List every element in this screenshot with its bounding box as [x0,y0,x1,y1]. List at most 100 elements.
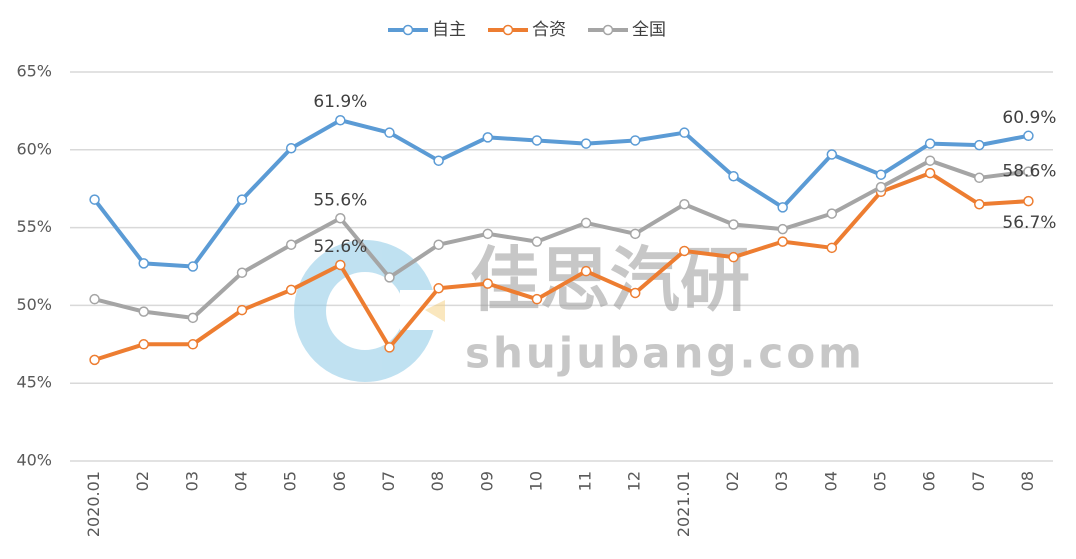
point [384,342,395,353]
point [285,284,297,296]
x-tick-label: 04 [821,471,840,491]
point [875,169,887,180]
y-tick-label: 65% [16,62,52,81]
point [728,251,739,263]
point [236,194,248,205]
point [187,261,199,272]
point [433,239,444,250]
x-tick-label: 05 [870,471,889,491]
y-tick-label: 45% [16,373,52,392]
point [433,283,444,294]
data-label: 61.9% [313,92,367,112]
x-tick-label: 02 [133,471,152,491]
x-tick-label: 07 [379,471,398,491]
point [826,149,838,160]
legend-label: 全国 [632,20,666,40]
x-tick-label: 06 [920,471,939,491]
point [679,127,690,138]
point [531,236,543,247]
point [1023,195,1034,207]
point [826,242,838,254]
x-tick-label: 04 [232,471,251,491]
point [187,339,199,350]
legend-marker [402,24,414,36]
series-line [93,171,1029,362]
watermark: 佳思汽研 shujubang.com [294,239,865,382]
point [236,304,248,316]
legend-label: 合资 [532,20,566,40]
series-line [92,118,1029,269]
point [236,267,248,278]
point [482,278,494,289]
point [629,135,641,146]
point [728,219,739,230]
y-tick-label: 40% [16,451,52,470]
point [1023,130,1034,142]
x-tick-label: 11 [576,471,595,491]
point [777,202,788,213]
point [285,142,297,154]
data-label: 58.6% [1002,162,1056,182]
point [482,228,494,240]
x-tick-label: 03 [182,471,201,491]
point [384,272,395,283]
x-tick-label: 08 [1018,471,1037,491]
x-tick-label: 05 [281,471,300,491]
x-tick-label: 02 [723,471,742,491]
point [580,138,592,149]
point [335,213,346,224]
point [580,217,592,229]
point [335,114,346,126]
point [531,293,543,305]
point [433,155,444,166]
x-tick-label: 2021.01 [674,471,693,537]
x-tick-label: 09 [477,471,496,491]
point [580,265,592,277]
data-label: 56.7% [1002,213,1056,233]
point [728,171,739,182]
point [482,132,494,143]
point [974,172,985,184]
point [384,127,395,138]
x-tick-label: 08 [428,471,447,491]
point [777,236,788,247]
point [89,293,100,305]
point [531,135,543,146]
point [924,138,936,149]
point [89,354,100,366]
data-label: 52.6% [313,237,367,257]
data-label: 60.9% [1002,108,1056,128]
point [924,167,936,179]
point [285,239,297,250]
y-tick-label: 60% [16,139,52,158]
point [138,339,149,350]
point [679,199,690,210]
point [89,194,100,205]
y-tick-label: 55% [16,217,52,236]
watermark-logo-accent [425,300,445,322]
y-tick-label: 50% [16,295,52,314]
point [826,208,838,219]
series-line [94,158,1029,320]
point [138,258,149,269]
x-tick-label: 06 [330,471,349,491]
point [875,181,887,193]
point [629,228,641,240]
x-tick-label: 2020.01 [84,471,103,537]
grid [70,71,1053,462]
watermark-url: shujubang.com [465,329,865,378]
x-tick-label: 03 [772,471,791,491]
x-tick-label: 10 [526,471,545,491]
point [138,306,149,317]
legend-marker [602,24,614,36]
point [974,139,985,151]
point [679,245,690,257]
legend-marker [502,24,514,36]
point [187,312,199,324]
point [924,155,936,166]
point [974,199,985,210]
x-tick-label: 07 [969,471,988,491]
data-label: 55.6% [313,190,367,210]
point [335,259,346,271]
